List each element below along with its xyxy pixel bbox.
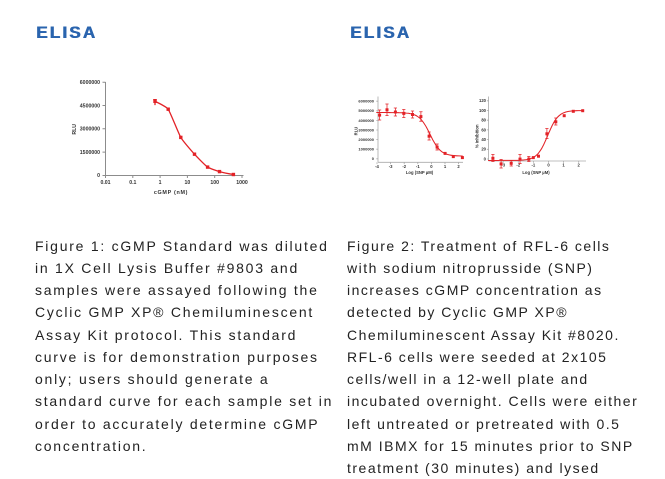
svg-text:2000000: 2000000 <box>358 137 374 142</box>
svg-text:0: 0 <box>547 163 550 168</box>
svg-text:-3: -3 <box>501 163 505 168</box>
svg-text:100: 100 <box>479 108 487 113</box>
svg-text:0: 0 <box>372 156 375 161</box>
svg-text:-1: -1 <box>532 163 536 168</box>
svg-text:80: 80 <box>481 118 486 123</box>
svg-text:2: 2 <box>457 164 460 169</box>
svg-text:0.01: 0.01 <box>100 180 110 186</box>
svg-text:RLU: RLU <box>72 124 78 135</box>
svg-text:1: 1 <box>444 164 447 169</box>
svg-text:4000000: 4000000 <box>358 118 374 123</box>
svg-text:6000000: 6000000 <box>80 80 100 86</box>
svg-text:60: 60 <box>481 127 486 132</box>
svg-text:-2: -2 <box>516 163 520 168</box>
svg-text:RLU: RLU <box>354 127 359 136</box>
svg-text:-2: -2 <box>402 164 406 169</box>
svg-text:4500000: 4500000 <box>80 103 100 109</box>
svg-text:1000000: 1000000 <box>358 147 374 152</box>
svg-text:5000000: 5000000 <box>358 108 374 113</box>
svg-text:-1: -1 <box>416 164 420 169</box>
svg-text:0.1: 0.1 <box>129 180 136 186</box>
svg-text:1: 1 <box>159 180 162 186</box>
svg-text:3000000: 3000000 <box>80 127 100 133</box>
svg-text:-4: -4 <box>375 164 379 169</box>
svg-text:-3: -3 <box>389 164 393 169</box>
svg-text:40: 40 <box>481 137 486 142</box>
svg-text:1000: 1000 <box>236 180 248 186</box>
svg-text:cGMP (nM): cGMP (nM) <box>154 190 188 196</box>
svg-text:0: 0 <box>97 173 100 179</box>
svg-text:1500000: 1500000 <box>80 150 100 156</box>
svg-text:20: 20 <box>481 147 486 152</box>
svg-text:% inhibition: % inhibition <box>475 124 480 148</box>
svg-text:1: 1 <box>562 163 565 168</box>
svg-text:120: 120 <box>479 98 487 103</box>
svg-text:Log (SNP µM): Log (SNP µM) <box>522 170 550 175</box>
svg-text:2: 2 <box>578 163 581 168</box>
svg-text:3000000: 3000000 <box>358 127 374 132</box>
svg-text:10: 10 <box>185 180 191 186</box>
svg-text:100: 100 <box>210 180 219 186</box>
svg-text:Log (SNP µM): Log (SNP µM) <box>406 170 434 175</box>
svg-text:6000000: 6000000 <box>358 99 374 104</box>
svg-text:0: 0 <box>430 164 433 169</box>
svg-text:0: 0 <box>484 156 487 161</box>
